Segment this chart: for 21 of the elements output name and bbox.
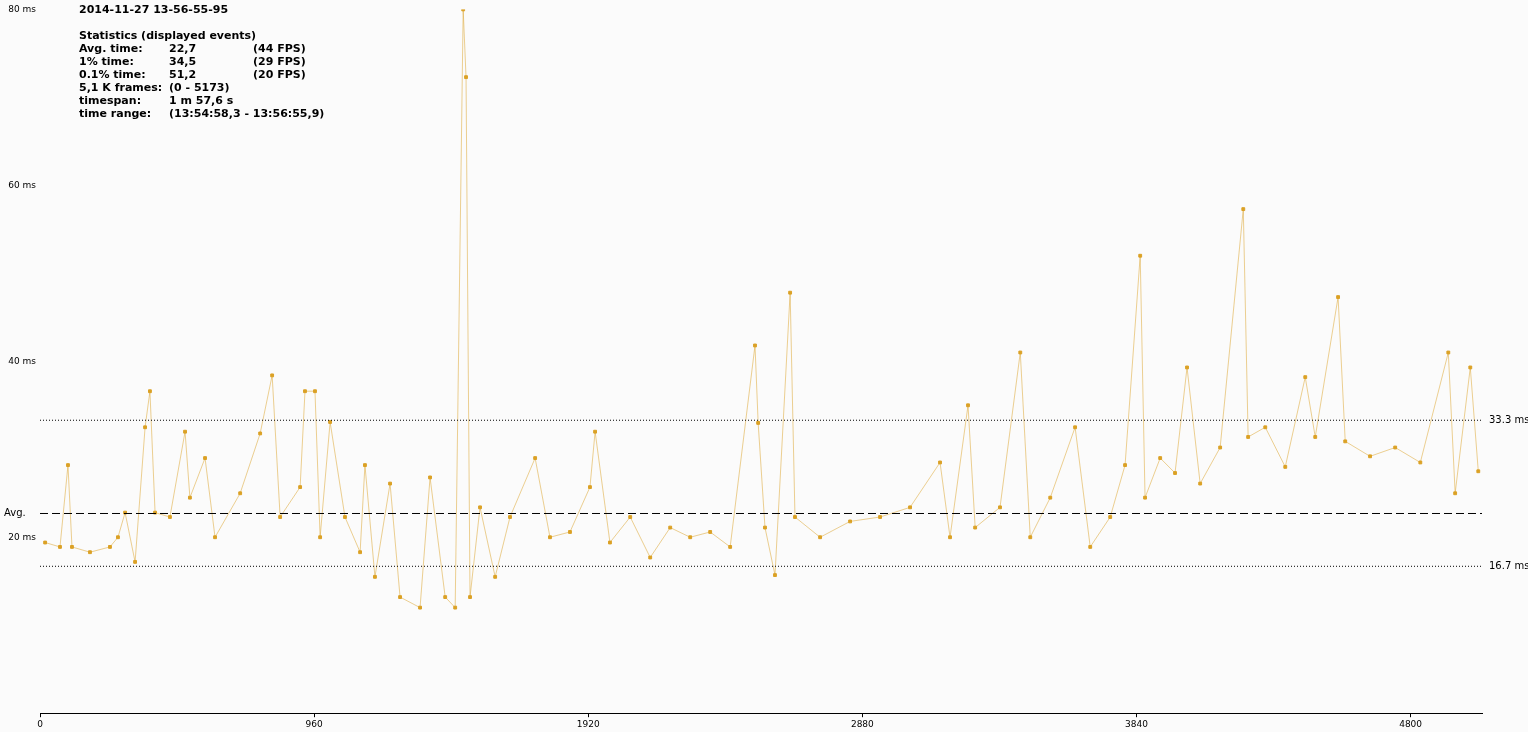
ref-line-label: Avg. xyxy=(4,507,26,519)
text: 1% time: 34,5 (29 FPS) xyxy=(79,55,306,68)
x-tick-label: 4800 xyxy=(1399,718,1423,729)
x-tick-label: 3840 xyxy=(1125,718,1149,729)
x-tick-label: 1920 xyxy=(576,718,600,729)
x-tick-label: 960 xyxy=(305,718,323,729)
chart-title: 2014-11-27 13-56-55-95 xyxy=(79,3,230,16)
x-tick-label: 0 xyxy=(37,718,44,729)
y-tick-label: 80 ms xyxy=(8,3,37,14)
text: timespan: 1 m 57,6 s xyxy=(79,94,234,107)
y-tick-label: 60 ms xyxy=(8,179,37,190)
text: Statistics (displayed events) xyxy=(79,29,258,42)
text: time range: (13:54:58,3 - 13:56:55,9) xyxy=(79,107,325,120)
y-tick-label: 20 ms xyxy=(8,531,37,542)
ref-line-label: 16.7 ms xyxy=(1489,559,1528,571)
text: Avg. time: 22,7 (44 FPS) xyxy=(79,42,306,55)
y-tick-label: 40 ms xyxy=(8,355,37,366)
ref-line-label: 33.3 ms xyxy=(1489,413,1528,425)
x-tick-label: 2880 xyxy=(850,718,875,729)
annotation: 5,1 K frames: (0 - 5173) xyxy=(79,81,231,94)
text: 0.1% time: 51,2 (20 FPS) xyxy=(79,68,306,81)
